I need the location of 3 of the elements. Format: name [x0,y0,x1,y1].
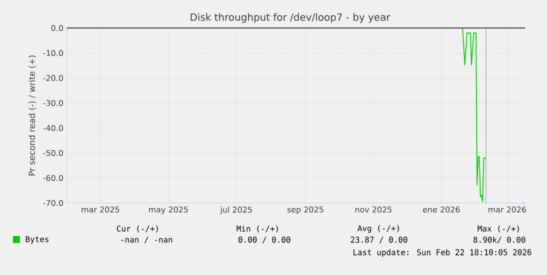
line-series [462,28,486,202]
y-axis-title: Pr second read (-) / write (+) [28,56,36,176]
chart-title: Disk throughput for /dev/loop7 - by year [190,13,390,23]
